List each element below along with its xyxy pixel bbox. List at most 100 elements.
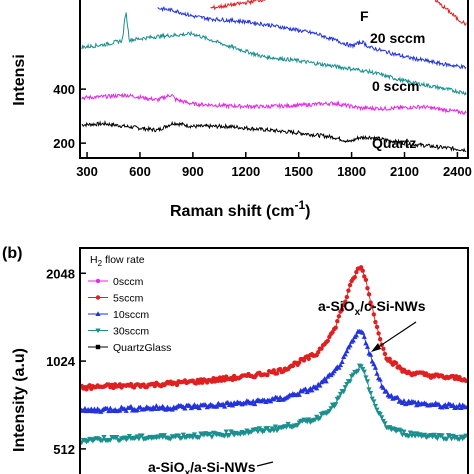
panel-a-y-axis-label: Intensi: [11, 54, 28, 106]
data-point: [376, 331, 381, 336]
data-point: [209, 379, 215, 384]
data-point: [347, 342, 353, 348]
panel-b: (b) 512 1024 2048 Intensity (a.u) H2 flow …: [2, 245, 469, 474]
series-f: [157, 6, 467, 70]
data-point: [174, 382, 180, 388]
data-point: [393, 360, 399, 366]
data-point: [406, 433, 412, 439]
data-point: [341, 302, 346, 308]
data-point: [314, 385, 320, 391]
data-point: [309, 387, 315, 393]
data-point: [182, 405, 188, 411]
data-point: [333, 325, 338, 330]
data-point: [346, 288, 351, 293]
data-point: [274, 371, 280, 376]
annotation-0sccm: 0 sccm: [372, 78, 419, 94]
data-point: [380, 385, 386, 390]
data-point: [180, 432, 186, 438]
data-point: [268, 398, 274, 404]
data-point: [347, 379, 353, 385]
data-point: [316, 349, 321, 355]
panel-a-x-axis-label: Raman shift (cm-1): [170, 198, 310, 220]
data-point: [380, 418, 386, 424]
legend-marker: [95, 295, 101, 300]
data-point: [370, 304, 375, 309]
data-point: [101, 435, 107, 440]
y-tick-label: 1024: [46, 354, 76, 369]
series-quartz: [81, 120, 467, 153]
data-point: [434, 436, 440, 442]
data-point: [336, 364, 342, 370]
data-point: [350, 337, 356, 343]
data-point: [136, 436, 142, 442]
data-point: [209, 434, 215, 440]
data-point: [341, 389, 347, 395]
data-point: [377, 337, 383, 342]
data-point: [336, 314, 342, 319]
data-point: [198, 377, 204, 382]
data-point: [255, 429, 261, 435]
data-point: [328, 406, 334, 412]
data-point: [317, 382, 323, 388]
legend: H2 flow rate 0sccm 5sccm 10sccm 30sccm Quart…: [88, 254, 171, 354]
data-point: [364, 344, 371, 349]
data-point: [379, 415, 385, 421]
data-point: [197, 380, 202, 385]
data-point: [229, 402, 236, 408]
data-point: [242, 400, 248, 406]
data-point: [265, 372, 270, 378]
data-point: [377, 412, 383, 417]
data-point: [366, 292, 372, 297]
annotation-f: F: [360, 8, 369, 24]
data-point: [319, 346, 324, 351]
annotation-quartz: Quartz: [372, 135, 416, 151]
data-point: [365, 285, 370, 291]
series-red-5: [434, 0, 467, 26]
legend-marker: [95, 344, 101, 350]
data-point: [139, 433, 145, 439]
legend-item-0sccm: 0sccm: [88, 276, 144, 288]
data-point: [374, 407, 380, 413]
data-point: [226, 432, 232, 438]
data-point: [339, 359, 345, 365]
data-point: [364, 379, 371, 385]
x-tick-label: 600: [129, 164, 151, 179]
legend-item-30sccm: 30sccm: [88, 326, 149, 338]
x-tick-label: 1200: [231, 164, 260, 179]
data-point: [353, 332, 359, 338]
data-point: [117, 407, 123, 413]
data-point: [358, 364, 364, 370]
data-point: [317, 416, 323, 421]
data-point: [363, 375, 369, 381]
x-tick-label: 300: [76, 164, 98, 179]
legend-marker: [95, 311, 101, 316]
data-point: [371, 399, 377, 405]
data-point: [377, 376, 383, 382]
data-point: [361, 334, 367, 339]
data-point: [366, 387, 372, 393]
data-point: [401, 398, 407, 403]
data-point: [388, 392, 394, 398]
data-point: [344, 294, 350, 300]
data-point: [360, 268, 365, 273]
x-tick-label: 2400: [443, 164, 472, 179]
data-point: [383, 388, 390, 394]
legend-marker: [95, 278, 101, 284]
data-point: [381, 346, 386, 352]
data-point: [336, 395, 342, 401]
panel-a: 300 600 900 1200 1500 1800 2100 2400 200 400 Inte…: [11, 0, 472, 220]
data-point: [368, 300, 373, 305]
series-10sccm: [80, 328, 468, 414]
annotation-arrow-head: [371, 343, 381, 352]
series-red-4: [210, 0, 267, 11]
series-0-sccm: [81, 92, 467, 116]
data-point: [439, 433, 445, 439]
data-point: [363, 277, 369, 282]
data-point: [207, 431, 213, 437]
data-point: [337, 362, 344, 368]
data-point: [114, 435, 120, 440]
data-point: [373, 319, 378, 325]
panel-b-frame: [79, 247, 469, 474]
data-point: [371, 361, 377, 367]
